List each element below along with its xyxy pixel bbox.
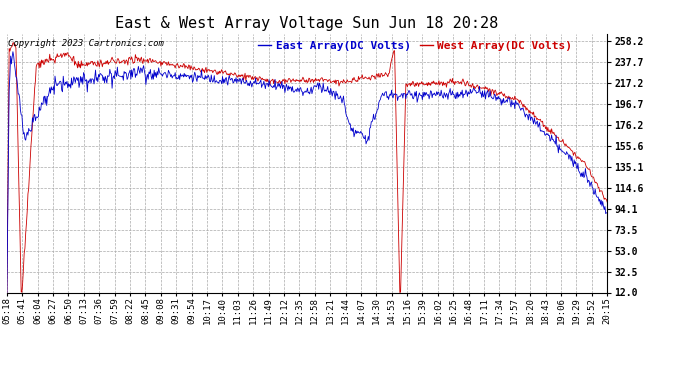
Legend: East Array(DC Volts), West Array(DC Volts): East Array(DC Volts), West Array(DC Volt… <box>253 37 577 56</box>
Title: East & West Array Voltage Sun Jun 18 20:28: East & West Array Voltage Sun Jun 18 20:… <box>115 16 499 31</box>
Text: Copyright 2023 Cartronics.com: Copyright 2023 Cartronics.com <box>8 39 164 48</box>
